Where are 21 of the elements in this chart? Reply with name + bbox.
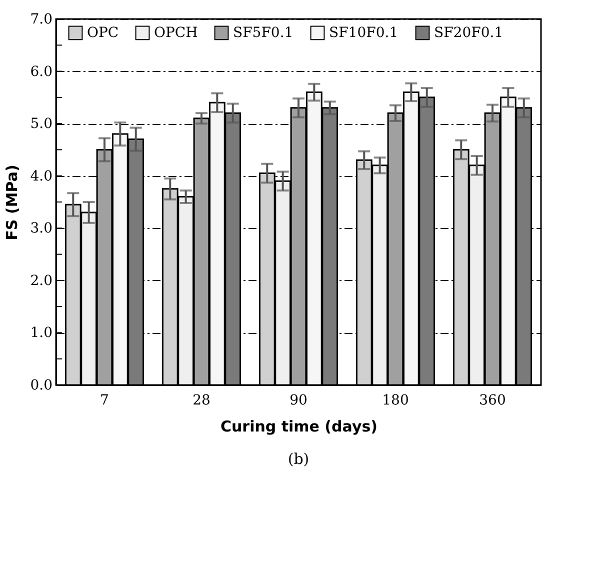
x-tick-label: 360 [479, 392, 506, 408]
text: (b) [288, 450, 310, 468]
x-tick-label: 90 [290, 392, 308, 408]
x-tick-label: 180 [382, 392, 409, 408]
y-tick-label: 2.0 [30, 272, 52, 289]
legend-label: OPCH [154, 24, 198, 41]
legend-label: SF10F0.1 [329, 24, 398, 41]
y-tick-label: 3.0 [30, 220, 52, 237]
legend-label: OPC [87, 24, 119, 41]
y-tick-label: 5.0 [30, 116, 52, 132]
legend-label: SF5F0.1 [233, 24, 294, 41]
x-tick-label: 28 [192, 392, 210, 408]
y-tick-label: 0.0 [30, 378, 52, 394]
legend-label: SF20F0.1 [434, 24, 504, 41]
y-tick-label: 6.0 [30, 64, 52, 80]
y-axis-title: FS (MPa) [3, 164, 22, 240]
x-axis-title: Curing time (days) [220, 418, 378, 436]
y-tick-label: 7.0 [30, 12, 52, 28]
x-tick-label: 7 [100, 392, 109, 408]
y-tick-label: 1.0 [30, 325, 52, 342]
y-tick-label: 4.0 [30, 168, 52, 184]
